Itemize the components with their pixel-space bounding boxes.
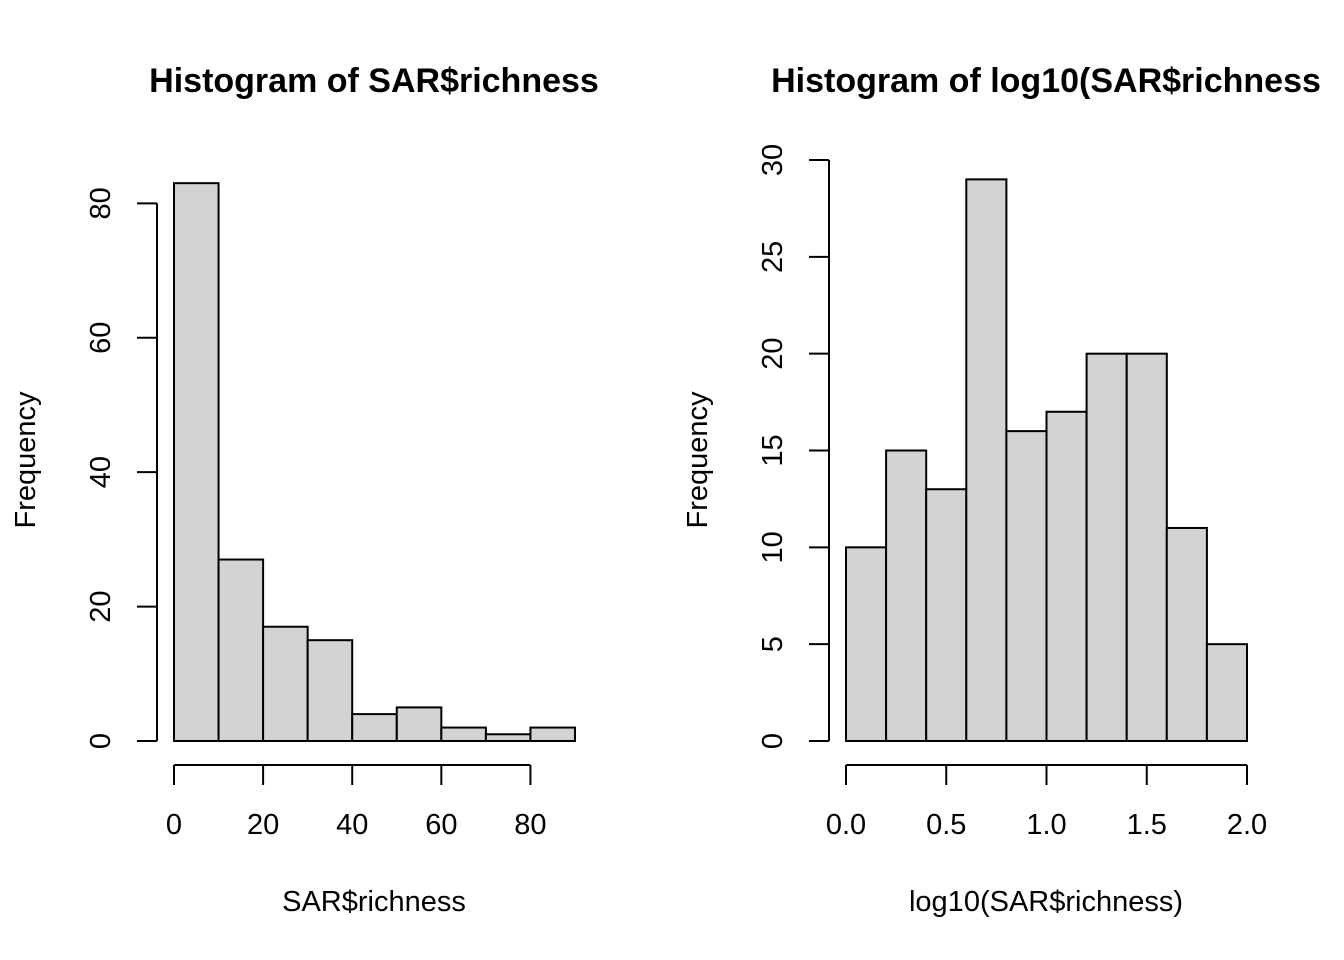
y-tick-label: 0	[757, 733, 789, 749]
chart-title: Histogram of SAR$richness	[149, 62, 599, 100]
y-axis-label: Frequency	[682, 391, 714, 529]
y-tick-label: 20	[757, 338, 789, 370]
bars	[845, 178, 1249, 743]
histogram-bar	[306, 639, 354, 742]
x-tick-label: 0.0	[826, 809, 866, 841]
histogram-bar	[173, 182, 220, 743]
x-tick-label: 2.0	[1227, 809, 1267, 841]
y-tick-label: 5	[757, 636, 789, 652]
y-tick-label: 15	[757, 434, 789, 466]
y-tick-label: 25	[757, 241, 789, 273]
histogram-bar	[484, 733, 532, 742]
y-axis: 0 20 40 60 80	[85, 187, 158, 749]
x-tick-label: 1.0	[1026, 809, 1066, 841]
x-tick-label: 20	[247, 809, 279, 841]
x-tick-label: 0	[166, 809, 182, 841]
histogram-bar	[965, 178, 1008, 743]
histogram-bar	[1005, 430, 1048, 742]
y-tick-label: 10	[757, 531, 789, 563]
histogram-richness-panel: Histogram of SAR$richness SAR$richness F…	[10, 62, 599, 918]
y-tick-label: 30	[757, 144, 789, 176]
x-axis: 0.0 0.5 1.0 1.5 2.0	[826, 764, 1267, 841]
x-axis: 0 20 40 60 80	[166, 764, 547, 841]
x-tick-label: 0.5	[926, 809, 966, 841]
y-axis-label: Frequency	[10, 391, 42, 529]
histogram-bar	[845, 546, 888, 742]
x-axis-label: SAR$richness	[282, 886, 466, 918]
histogram-bar	[262, 625, 309, 743]
x-tick-label: 60	[425, 809, 457, 841]
histogram-bar	[885, 449, 928, 742]
histogram-bar	[217, 558, 265, 743]
x-tick-label: 80	[514, 809, 546, 841]
chart-title: Histogram of log10(SAR$richness	[771, 62, 1321, 100]
histogram-bar	[351, 713, 398, 742]
y-tick-label: 20	[85, 590, 117, 622]
histogram-bar	[1165, 526, 1208, 743]
y-axis: 0 5 10 15 20 25 30	[757, 144, 830, 749]
y-tick-label: 60	[85, 322, 117, 354]
histogram-bar	[1045, 410, 1088, 742]
y-tick-label: 40	[85, 456, 117, 488]
histogram-bar	[1085, 352, 1128, 742]
histogram-bar	[925, 488, 968, 742]
histogram-bar	[1205, 643, 1249, 743]
histogram-bar	[440, 726, 487, 743]
x-axis-label: log10(SAR$richness)	[909, 886, 1183, 918]
histogram-bar	[529, 726, 577, 743]
x-tick-label: 1.5	[1127, 809, 1167, 841]
y-tick-label: 0	[85, 733, 117, 749]
histogram-log10-richness-panel: Histogram of log10(SAR$richness log10(SA…	[682, 62, 1321, 918]
x-tick-label: 40	[336, 809, 368, 841]
bars	[173, 182, 577, 743]
y-tick-label: 80	[85, 187, 117, 219]
histogram-bar	[1125, 352, 1168, 742]
histogram-bar	[395, 706, 443, 742]
